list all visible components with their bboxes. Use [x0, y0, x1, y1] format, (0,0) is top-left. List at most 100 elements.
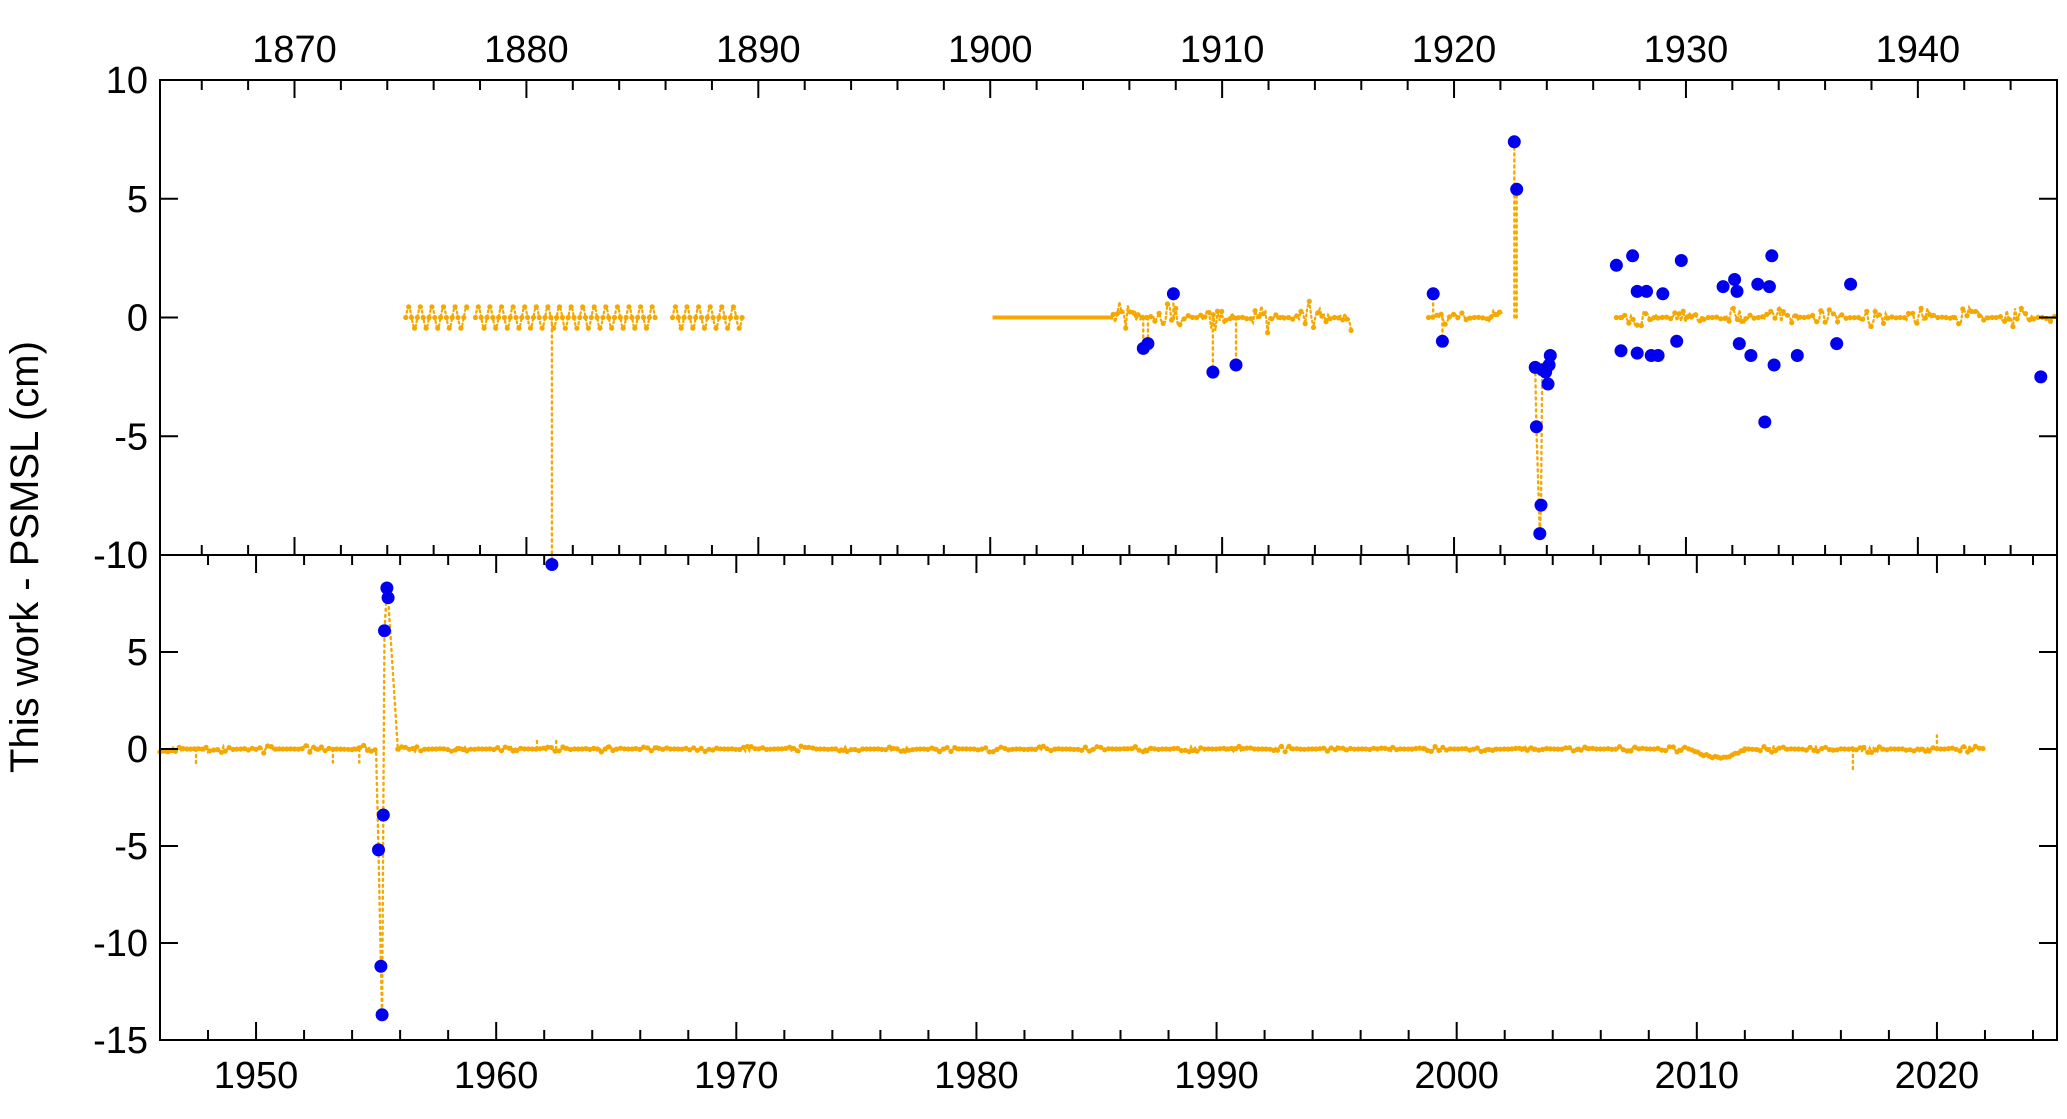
data-point [1872, 747, 1879, 753]
data-point [536, 314, 542, 321]
data-point [867, 746, 873, 752]
data-point [409, 314, 415, 321]
data-point [760, 745, 766, 751]
data-point [1397, 746, 1404, 752]
x-tick-label: 1990 [1174, 1055, 1259, 1097]
data-point [556, 304, 563, 310]
outlier-point [1543, 349, 1557, 362]
data-point [1880, 746, 1886, 752]
outlier-point [1670, 334, 1684, 348]
outlier-point [1614, 344, 1628, 358]
y-tick-label: -10 [93, 535, 148, 577]
panel-top-axes: 10 5 0 -5 -10 1870 1880 1890 1900 1910 1920 1930 194… [93, 29, 2058, 577]
data-point [716, 314, 722, 321]
data-point [338, 746, 344, 752]
data-point [1123, 325, 1129, 331]
data-point [1217, 746, 1223, 752]
data-point [721, 746, 727, 752]
y-tick-label: -5 [114, 416, 148, 458]
data-point [1340, 317, 1346, 323]
data-point [1063, 746, 1069, 752]
data-point [1463, 746, 1469, 752]
outlier-point [1758, 415, 1772, 429]
data-point [521, 746, 528, 752]
data-point [525, 746, 532, 752]
data-point [420, 314, 426, 321]
data-point [1897, 314, 1903, 321]
y-tick-label: 0 [127, 298, 148, 340]
data-point [1839, 312, 1845, 318]
data-point [510, 748, 516, 754]
data-point [1865, 749, 1871, 755]
data-point [1274, 747, 1281, 753]
data-point [1759, 314, 1766, 320]
data-point [541, 745, 547, 751]
data-point [582, 314, 589, 321]
data-point [562, 325, 568, 331]
data-point [1492, 311, 1498, 317]
data-point [1484, 316, 1490, 322]
data-point [571, 314, 577, 321]
data-point [744, 743, 750, 750]
data-point [1922, 315, 1928, 321]
data-point [414, 744, 420, 750]
data-point [1613, 746, 1619, 752]
data-point [1079, 747, 1085, 753]
data-point [638, 304, 644, 310]
data-point [1826, 747, 1832, 753]
data-point [483, 746, 489, 752]
data-point [2022, 311, 2029, 317]
data-point [353, 746, 359, 752]
data-point [1278, 743, 1284, 750]
data-point [318, 744, 324, 750]
series-segment [403, 304, 470, 331]
data-point [516, 325, 522, 331]
data-point [1578, 747, 1584, 753]
outlier-point [1640, 284, 1653, 298]
series-segment [1689, 747, 1747, 761]
data-point [472, 314, 478, 321]
data-point [1432, 744, 1438, 750]
data-point [449, 314, 455, 321]
data-point [1926, 748, 1932, 754]
data-point [617, 314, 623, 321]
data-point [1323, 319, 1329, 325]
data-point [1348, 327, 1354, 333]
data-point [1271, 747, 1277, 754]
data-point [637, 746, 643, 753]
data-point [696, 304, 702, 310]
outlier-point [1844, 277, 1858, 291]
data-point [1601, 746, 1607, 752]
outlier-point [1765, 249, 1779, 263]
data-point [1830, 311, 1836, 317]
data-point [1382, 745, 1388, 752]
data-point [1214, 308, 1221, 314]
data-point [875, 746, 881, 752]
data-point [623, 314, 629, 321]
data-point [506, 745, 512, 751]
data-point [1265, 330, 1271, 336]
data-point [1144, 748, 1150, 754]
data-point [1860, 316, 1866, 322]
data-point [539, 325, 545, 331]
data-point [472, 746, 478, 752]
data-point [501, 314, 507, 321]
outlier-point [1435, 334, 1449, 348]
data-point [1451, 311, 1457, 317]
data-point [1616, 744, 1623, 750]
data-point [1868, 323, 1874, 330]
data-point [948, 748, 954, 755]
data-point [2035, 314, 2041, 320]
data-point [1993, 314, 1999, 321]
data-point [1520, 746, 1526, 752]
data-point [1784, 312, 1791, 318]
data-point [687, 747, 693, 753]
data-point [443, 314, 449, 321]
data-point [1893, 315, 1899, 321]
data-point [448, 748, 455, 754]
panel-bottom-axes: 10 5 0 -5 -10 -15 1950 1960 1970 1980 1990 2000 2010… [93, 535, 2058, 1097]
data-point [944, 745, 950, 751]
data-point [625, 746, 631, 752]
data-point [1252, 308, 1258, 314]
data-point [1796, 746, 1802, 752]
